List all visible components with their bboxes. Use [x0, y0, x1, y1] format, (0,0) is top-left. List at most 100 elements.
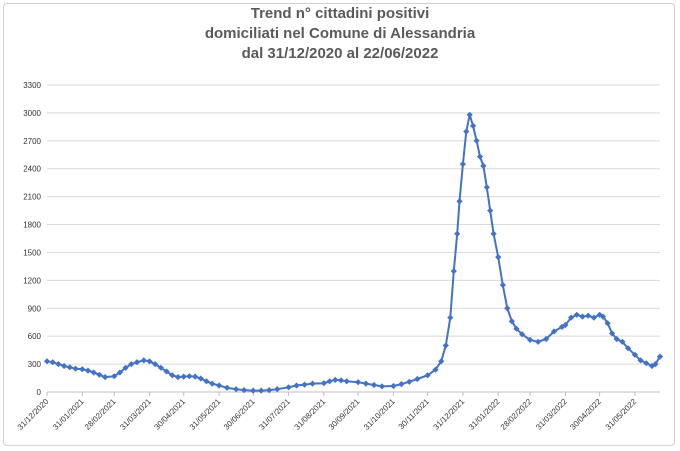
data-point — [447, 314, 454, 321]
data-point — [624, 345, 632, 352]
data-point — [232, 386, 240, 393]
x-tick-label: 28/02/2022 — [499, 397, 534, 432]
y-tick-label: 1200 — [23, 276, 41, 285]
x-tick-label: 31/08/2021 — [293, 397, 328, 432]
y-tick-label: 1800 — [23, 221, 41, 230]
x-tick-label: 31/05/2022 — [604, 397, 639, 432]
data-point — [191, 373, 199, 380]
x-tick-label: 28/02/2021 — [83, 397, 118, 432]
data-point — [370, 381, 378, 389]
data-point — [163, 368, 170, 375]
y-tick-label: 2100 — [23, 193, 41, 202]
data-point — [240, 386, 248, 394]
x-tick-label: 31/12/2021 — [432, 397, 467, 432]
chart-title-line-3: dal 31/12/2020 al 22/06/2022 — [241, 45, 439, 62]
data-point — [473, 137, 480, 144]
y-tick-label: 3000 — [23, 109, 41, 118]
data-point — [414, 375, 421, 383]
data-point — [573, 311, 580, 318]
data-point — [96, 371, 103, 378]
data-point — [526, 336, 534, 344]
y-tick-label: 900 — [28, 304, 42, 313]
y-tick-label: 2400 — [23, 165, 41, 174]
data-point — [432, 366, 439, 373]
data-point — [585, 312, 592, 319]
data-point — [174, 373, 182, 381]
x-tick-label: 31/03/2022 — [534, 397, 569, 432]
data-point — [608, 330, 616, 337]
data-point — [66, 364, 73, 371]
data-point — [274, 386, 281, 393]
x-tick-label: 30/11/2021 — [397, 397, 432, 432]
data-point — [442, 342, 449, 349]
data-point — [250, 387, 257, 394]
x-tick-label: 30/04/2022 — [568, 397, 603, 432]
data-point — [463, 128, 470, 135]
chart-title: Trend n° cittadini positivi domiciliati … — [0, 4, 680, 64]
y-tick-label: 3300 — [23, 81, 41, 90]
data-point — [362, 380, 370, 387]
data-point — [398, 380, 405, 388]
data-point — [285, 384, 292, 391]
data-point — [72, 365, 79, 372]
data-point — [79, 366, 86, 373]
data-point — [534, 338, 542, 345]
data-point — [140, 357, 147, 364]
data-point — [459, 160, 467, 168]
data-point — [487, 207, 494, 214]
y-axis-ticks: 0 300 600 900 1200 1500 1800 2100 2400 2700 3000 33… — [23, 81, 41, 397]
data-point — [469, 122, 477, 130]
data-point — [84, 367, 92, 374]
data-point — [320, 380, 328, 387]
data-point — [579, 313, 586, 320]
data-point — [637, 357, 644, 364]
y-tick-label: 600 — [28, 332, 42, 341]
data-point — [354, 379, 362, 386]
data-point — [504, 305, 511, 312]
x-tick-label: 31/10/2021 — [362, 397, 397, 432]
data-point — [450, 267, 457, 275]
data-point — [508, 318, 516, 325]
data-point — [378, 383, 386, 390]
data-point — [337, 377, 345, 384]
data-point — [480, 162, 487, 170]
data-point — [631, 351, 639, 358]
data-point — [483, 184, 490, 191]
data-point — [186, 373, 193, 380]
y-tick-label: 300 — [28, 360, 42, 369]
y-tick-label: 1500 — [23, 248, 41, 257]
data-point — [406, 378, 413, 385]
data-point — [101, 373, 109, 381]
x-tick-label: 31/07/2021 — [257, 397, 292, 432]
data-point — [293, 382, 300, 389]
data-point — [43, 358, 51, 365]
data-point — [301, 381, 308, 388]
y-tick-label: 2700 — [23, 137, 41, 146]
x-tick-label: 31/01/2021 — [51, 397, 86, 432]
data-point — [424, 372, 431, 379]
data-point — [266, 386, 273, 394]
data-point — [476, 153, 484, 160]
chart-title-line-2: domiciliati nel Comune di Alessandria — [204, 25, 476, 42]
chart-title-line-1: Trend n° cittadini positivi — [250, 5, 430, 22]
data-point — [180, 373, 187, 380]
data-point — [390, 382, 397, 390]
x-tick-label: 31/05/2021 — [188, 397, 223, 432]
data-point — [90, 369, 97, 376]
data-point — [499, 281, 506, 289]
data-point — [326, 378, 333, 385]
data-point — [258, 387, 265, 394]
x-tick-label: 30/06/2021 — [222, 397, 257, 432]
x-tick-label: 30/04/2021 — [152, 397, 187, 432]
data-point — [490, 230, 497, 237]
data-point — [55, 360, 62, 368]
data-point — [209, 380, 216, 387]
gridlines — [47, 84, 660, 393]
data-point — [223, 384, 231, 391]
data-point — [343, 378, 350, 385]
x-tick-label: 31/03/2021 — [118, 397, 153, 432]
x-tick-label: 30/09/2021 — [327, 397, 362, 432]
x-tick-label: 31/01/2022 — [467, 397, 502, 432]
